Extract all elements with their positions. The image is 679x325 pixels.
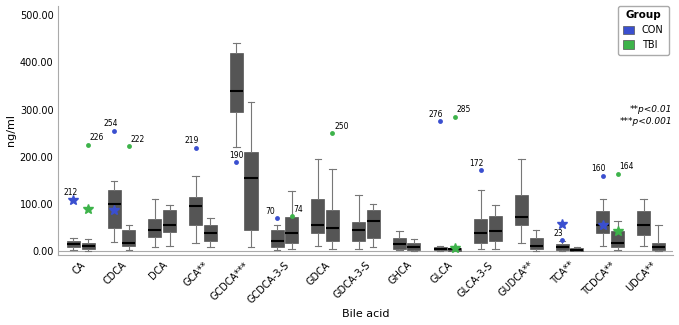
Text: 285: 285 <box>456 105 471 114</box>
PathPatch shape <box>189 197 202 225</box>
X-axis label: Bile acid: Bile acid <box>342 309 390 319</box>
PathPatch shape <box>204 225 217 241</box>
PathPatch shape <box>270 230 284 247</box>
Legend: CON, TBI: CON, TBI <box>618 6 669 55</box>
Text: 250: 250 <box>334 122 348 131</box>
Text: 212: 212 <box>64 188 78 197</box>
PathPatch shape <box>474 219 488 243</box>
PathPatch shape <box>433 247 447 250</box>
PathPatch shape <box>367 210 380 238</box>
PathPatch shape <box>230 53 243 112</box>
PathPatch shape <box>530 238 543 249</box>
Text: 172: 172 <box>469 159 483 168</box>
Text: 74: 74 <box>293 205 303 214</box>
Text: 23: 23 <box>553 229 563 239</box>
Y-axis label: ng/ml: ng/ml <box>5 114 16 146</box>
PathPatch shape <box>163 210 176 232</box>
PathPatch shape <box>611 231 624 247</box>
Text: 164: 164 <box>619 162 634 171</box>
PathPatch shape <box>148 219 162 237</box>
PathPatch shape <box>407 243 420 250</box>
PathPatch shape <box>637 211 650 235</box>
Text: 276: 276 <box>428 110 443 119</box>
Text: 226: 226 <box>90 133 104 142</box>
PathPatch shape <box>311 199 325 233</box>
Text: 190: 190 <box>229 150 244 160</box>
PathPatch shape <box>652 243 665 250</box>
PathPatch shape <box>352 222 365 241</box>
PathPatch shape <box>67 241 80 247</box>
PathPatch shape <box>555 244 569 250</box>
PathPatch shape <box>448 248 461 251</box>
PathPatch shape <box>489 216 502 241</box>
Text: **p<0.01
***p<0.001: **p<0.01 ***p<0.001 <box>620 105 672 126</box>
Text: 160: 160 <box>591 164 606 173</box>
PathPatch shape <box>122 230 135 246</box>
Text: 222: 222 <box>130 135 145 144</box>
PathPatch shape <box>392 238 406 249</box>
Text: 70: 70 <box>265 207 276 216</box>
Text: 219: 219 <box>184 136 198 146</box>
PathPatch shape <box>108 190 121 227</box>
PathPatch shape <box>244 152 257 230</box>
PathPatch shape <box>515 195 528 225</box>
Text: 254: 254 <box>104 120 118 128</box>
PathPatch shape <box>81 243 94 249</box>
PathPatch shape <box>326 210 339 241</box>
PathPatch shape <box>570 248 583 251</box>
PathPatch shape <box>285 217 298 243</box>
PathPatch shape <box>596 211 610 233</box>
